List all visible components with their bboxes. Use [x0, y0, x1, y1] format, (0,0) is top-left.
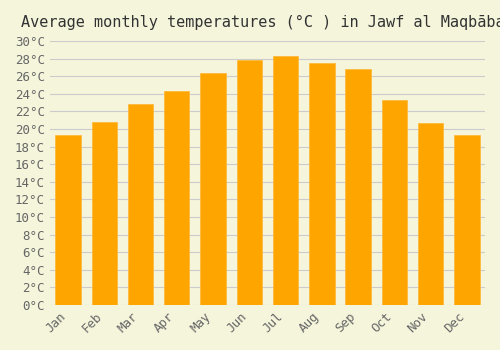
Bar: [128, 104, 153, 305]
Bar: [382, 100, 407, 305]
Title: Average monthly temperatures (°C ) in Jawf al Maqbābah: Average monthly temperatures (°C ) in Ja…: [21, 15, 500, 30]
Bar: [56, 135, 80, 305]
Bar: [273, 56, 298, 305]
Bar: [454, 135, 479, 305]
Bar: [236, 60, 262, 305]
Bar: [346, 69, 371, 305]
Bar: [164, 91, 190, 305]
Bar: [92, 122, 117, 305]
Bar: [200, 74, 226, 305]
Bar: [418, 123, 444, 305]
Bar: [309, 63, 334, 305]
